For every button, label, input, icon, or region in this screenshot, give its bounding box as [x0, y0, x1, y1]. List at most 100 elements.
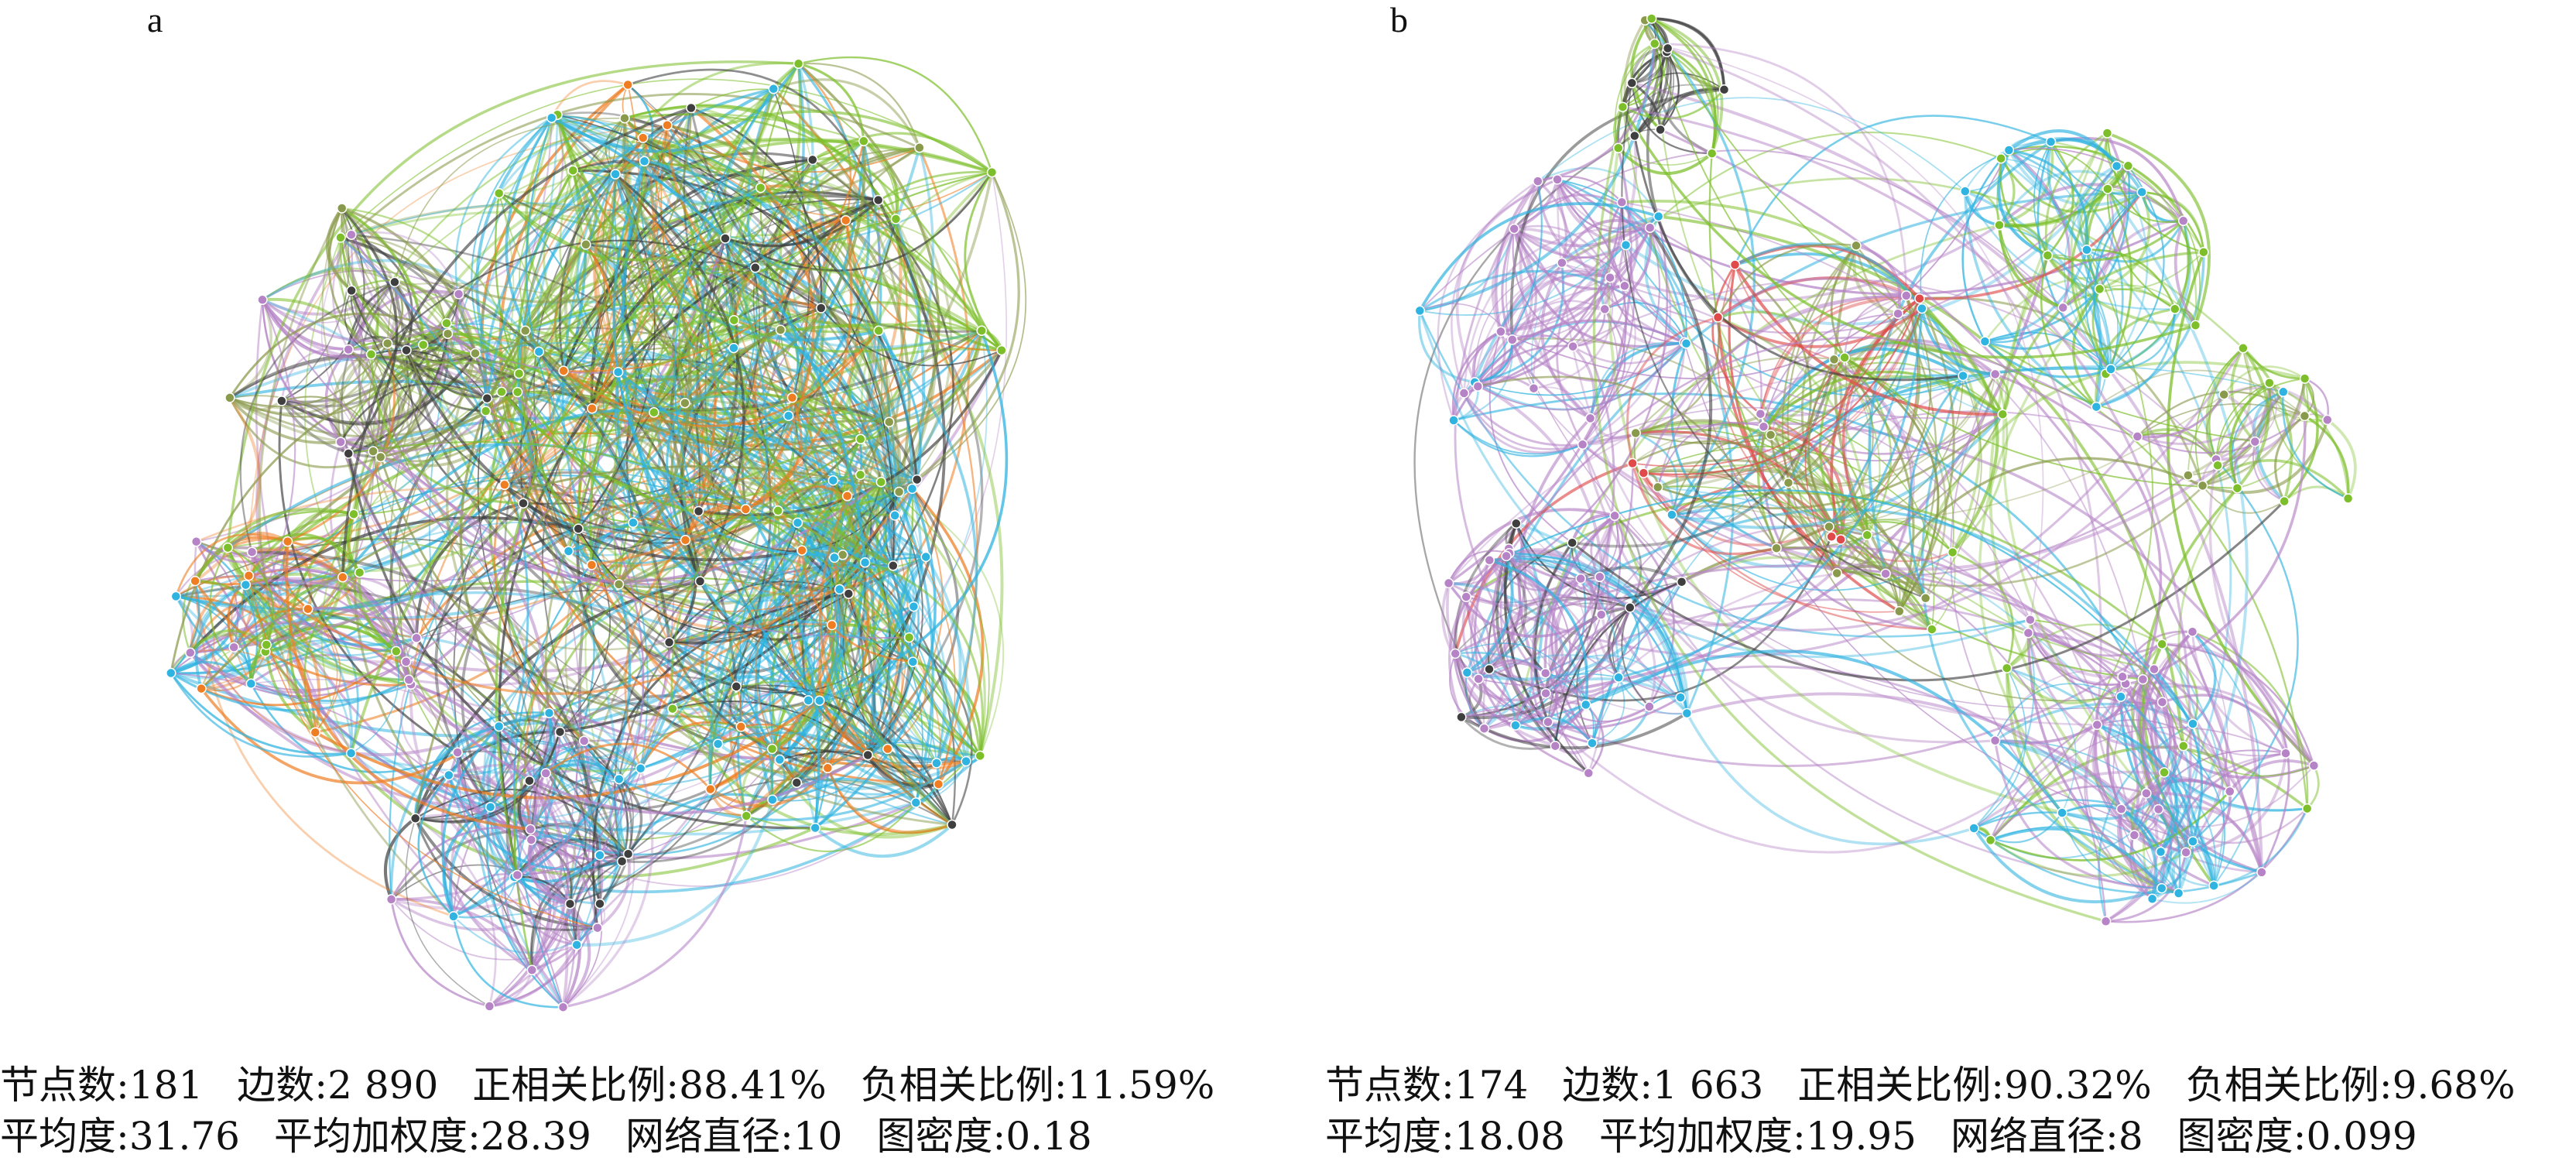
network-edge [261, 299, 389, 351]
network-edge [1769, 375, 2004, 437]
network-node [910, 797, 922, 808]
network-edge [1512, 228, 1574, 348]
network-node [1681, 707, 1693, 719]
network-edge [617, 372, 843, 557]
network-edge [2228, 382, 2270, 489]
network-edge [2127, 165, 2201, 326]
network-edge [2208, 348, 2244, 466]
network-edge [1474, 262, 1563, 383]
network-node [540, 768, 551, 779]
network-edge [724, 237, 978, 764]
network-node [385, 894, 397, 905]
network-node [663, 637, 675, 648]
network-edge [486, 807, 515, 878]
network-edge [814, 479, 903, 829]
network-edge [1591, 365, 2283, 744]
network-edge [745, 757, 940, 817]
network-edge [2006, 623, 2163, 670]
network-edge [170, 410, 487, 674]
network-edge [710, 557, 838, 790]
network-edge [1454, 642, 1587, 705]
network-node [442, 328, 454, 339]
network-edge [846, 495, 920, 663]
network-node [558, 365, 569, 376]
network-edge [1581, 444, 2162, 889]
network-node [1630, 427, 1641, 439]
network-edge [2084, 165, 2129, 250]
network-edge [200, 514, 355, 690]
network-edge [585, 167, 896, 245]
network-edge [170, 672, 351, 758]
network-node [803, 695, 814, 706]
network-node [635, 763, 646, 774]
network-edge [618, 760, 967, 821]
network-node [914, 142, 925, 153]
network-edge [798, 62, 865, 142]
network-edge [796, 637, 911, 784]
network-edge [2095, 252, 2205, 409]
network-node [712, 738, 724, 749]
network-node [907, 656, 919, 667]
network-edge [801, 550, 934, 803]
network-node [1629, 130, 1640, 142]
network-edge [1506, 555, 1571, 723]
network-edge [1463, 392, 1583, 450]
network-edge [340, 78, 992, 238]
network-edge [561, 173, 781, 761]
network-node [911, 474, 923, 485]
network-edge [386, 293, 459, 344]
network-edge [627, 68, 879, 201]
network-node [526, 964, 538, 976]
network-edge [1920, 308, 1995, 376]
network-edge [1477, 344, 1574, 388]
network-edge [1420, 244, 1627, 316]
network-node [810, 822, 820, 834]
network-edge [1499, 273, 1611, 333]
network-edge [1512, 337, 1838, 574]
network-edge [399, 330, 526, 685]
network-edge [196, 487, 833, 626]
network-edge [2282, 392, 2349, 500]
network-edge [2161, 701, 2231, 793]
network-edge [1477, 659, 1547, 680]
network-node [826, 619, 838, 631]
network-edge [2030, 618, 2184, 747]
network-node [2111, 160, 2122, 172]
network-edge [370, 354, 391, 457]
network-edge [1556, 179, 1687, 345]
network-edge [2145, 792, 2190, 894]
network-node [2301, 803, 2313, 814]
network-edge [1643, 298, 1921, 475]
network-edge [545, 742, 711, 790]
network-edge [175, 595, 194, 653]
network-edge [567, 141, 865, 553]
network-node [1862, 529, 1872, 541]
network-edge [325, 207, 353, 292]
network-edge [1620, 43, 1656, 108]
network-edge [1733, 263, 2003, 416]
network-edge [1632, 52, 1668, 84]
network-edge [564, 117, 687, 542]
network-node [1851, 240, 1862, 252]
network-edge [358, 572, 397, 653]
network-node [1675, 692, 1686, 703]
edges-b [1413, 17, 2357, 923]
network-edge [811, 132, 993, 173]
network-node [2094, 283, 2105, 295]
network-edge [1622, 201, 2160, 810]
network-edge [683, 505, 746, 541]
network-edge [1734, 115, 2052, 265]
network-edge [379, 457, 820, 718]
network-edge [278, 400, 458, 754]
network-edge [503, 137, 656, 486]
network-edge [577, 219, 846, 529]
network-edge [2084, 191, 2143, 375]
network-node [346, 229, 357, 240]
network-edge [406, 349, 476, 362]
network-edge [1463, 392, 1583, 447]
network-node [1612, 142, 1624, 154]
network-edge [1448, 555, 1508, 718]
network-edge [642, 160, 762, 206]
network-node [1484, 663, 1495, 675]
network-edge [252, 548, 344, 579]
